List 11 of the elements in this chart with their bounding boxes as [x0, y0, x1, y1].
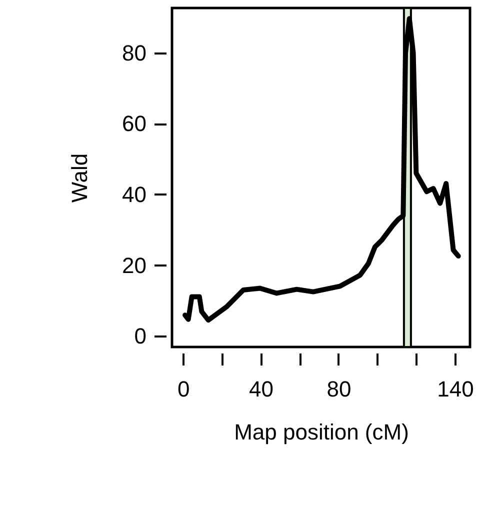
- y-tick-label: 60: [122, 111, 146, 136]
- y-axis-title: Wald: [67, 153, 92, 203]
- y-tick-label: 0: [134, 324, 146, 349]
- x-tick-label: 40: [249, 376, 274, 402]
- x-tick-label: 140: [437, 376, 474, 402]
- x-tick-label: 80: [326, 376, 352, 402]
- x-tick-label: 0: [177, 376, 190, 402]
- y-tick-label: 20: [122, 252, 146, 278]
- x-axis-title: Map position (cM): [234, 420, 409, 444]
- y-tick-label: 40: [122, 182, 146, 207]
- y-tick-label: 80: [122, 40, 146, 66]
